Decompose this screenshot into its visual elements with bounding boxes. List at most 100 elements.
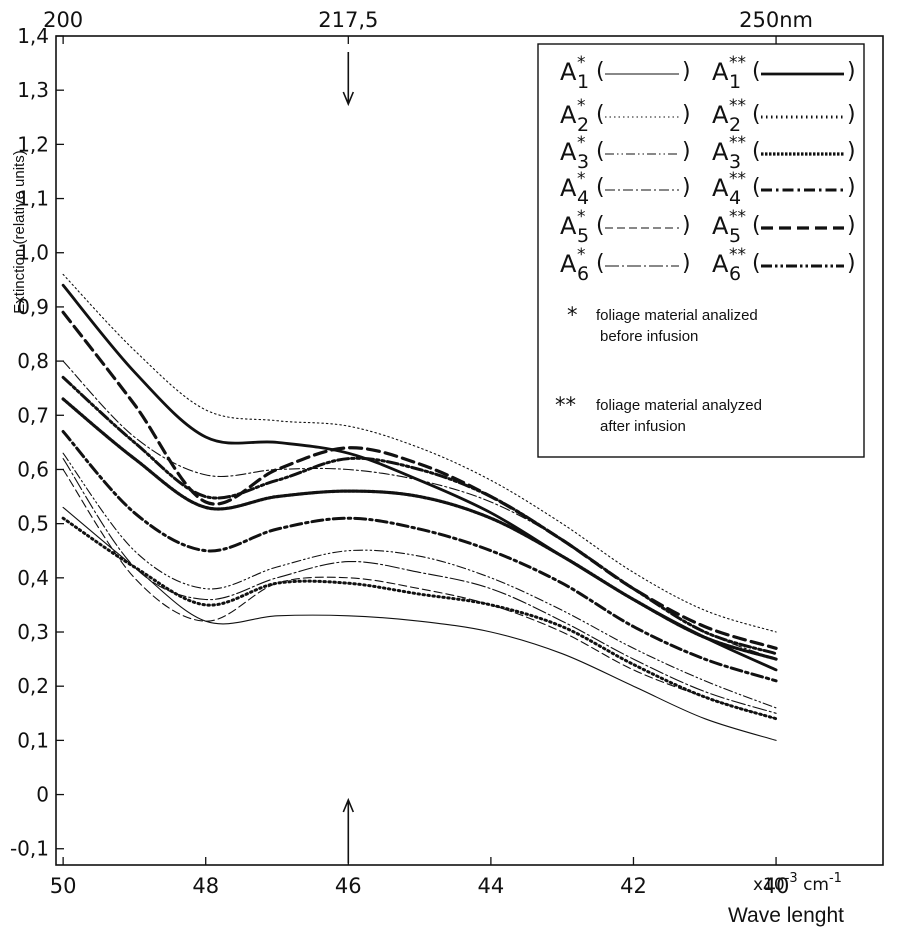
legend-open-paren: ( xyxy=(752,102,761,127)
series-line-Ass4 xyxy=(61,430,778,683)
top-axis-label: 200 xyxy=(43,8,83,32)
legend-entry-As5: A *5 () xyxy=(560,207,691,247)
legend-close-paren: ) xyxy=(847,175,856,200)
y-tick-label: 1,4 xyxy=(17,24,49,48)
legend-symbol: A xyxy=(560,58,577,86)
legend-close-paren: ) xyxy=(682,102,691,127)
legend-note-text: before infusion xyxy=(600,328,698,345)
axis-ticks: -0,1 0 0,1 0,2 0,3 0,4 0,5 0,6 0,7 0,8 0,9 1,0 1,1 1,… xyxy=(10,8,813,898)
legend-entry-As1: A *1 () xyxy=(560,53,691,93)
x-axis-label: Wave lenght xyxy=(728,904,844,927)
top-axis-label: 217,5 xyxy=(318,8,378,32)
y-tick-label: 1,1 xyxy=(17,187,49,211)
legend-superscript: * xyxy=(577,169,586,189)
y-tick-label: 0,7 xyxy=(17,403,49,427)
legend-subscript: 6 xyxy=(729,263,741,285)
legend-entry-Ass4: A **4 () xyxy=(712,169,856,209)
legend-open-paren: ( xyxy=(596,213,605,238)
series-line-As5 xyxy=(62,468,777,720)
y-tick-label: 0,3 xyxy=(17,620,49,644)
plot-frame xyxy=(55,35,884,866)
legend-box xyxy=(537,43,865,458)
legend-open-paren: ( xyxy=(752,59,761,84)
y-tick-label: 0,1 xyxy=(17,728,49,752)
series-line-Ass3 xyxy=(61,397,778,661)
y-tick-label: 0,5 xyxy=(17,512,49,536)
legend-superscript: * xyxy=(577,245,586,265)
legend-subscript: 6 xyxy=(577,263,589,285)
legend-close-paren: ) xyxy=(847,213,856,238)
legend-open-paren: ( xyxy=(752,175,761,200)
legend-symbol: A xyxy=(560,174,577,202)
legend-note-marker: * xyxy=(567,303,578,327)
legend-close-paren: ) xyxy=(682,139,691,164)
legend-open-paren: ( xyxy=(596,139,605,164)
bottom-arrow-head xyxy=(342,797,355,813)
legend-superscript: ** xyxy=(729,96,746,116)
legend-superscript: * xyxy=(577,96,586,116)
legend-entry-Ass5: A **5 () xyxy=(712,207,856,247)
legend-symbol: A xyxy=(560,250,577,278)
x-tick-label: 50 xyxy=(50,874,77,898)
legend-entry-As2: A *2 () xyxy=(560,96,691,136)
legend-open-paren: ( xyxy=(596,59,605,84)
y-tick-label: 0 xyxy=(36,783,49,807)
legend-subscript: 1 xyxy=(729,71,741,93)
y-tick-label: 0,4 xyxy=(17,566,49,590)
legend-entry-Ass2: A **2 () xyxy=(712,96,856,136)
legend-close-paren: ) xyxy=(682,213,691,238)
legend-symbol: A xyxy=(560,101,577,129)
series-line-Ass2 xyxy=(61,516,778,721)
legend-close-paren: ) xyxy=(682,251,691,276)
top-arrow-head xyxy=(342,91,355,107)
y-tick-label: 0,2 xyxy=(17,674,49,698)
legend-superscript: ** xyxy=(729,53,746,73)
series-line-As6 xyxy=(62,458,777,714)
legend-note: ** foliage material analyzed after infusio… xyxy=(555,393,762,435)
legend-entry-Ass3: A **3 () xyxy=(712,133,856,173)
y-tick-label: 1,2 xyxy=(17,132,49,156)
legend-superscript: ** xyxy=(729,207,746,227)
legend-entry-Ass1: A **1 () xyxy=(712,53,856,93)
x-tick-label: 48 xyxy=(192,874,219,898)
legend-symbol: A xyxy=(560,212,577,240)
legend-symbol: A xyxy=(712,138,729,166)
legend-subscript: 2 xyxy=(729,114,741,136)
legend-open-paren: ( xyxy=(596,251,605,276)
x-tick-label: 42 xyxy=(620,874,647,898)
marker-arrows xyxy=(342,52,355,863)
legend-open-paren: ( xyxy=(752,139,761,164)
legend-subscript: 1 xyxy=(577,71,589,93)
x-tick-label: 40 xyxy=(763,874,790,898)
legend-superscript: * xyxy=(577,53,586,73)
series-line-As3 xyxy=(62,452,777,709)
series-line-As2 xyxy=(62,273,777,633)
legend-symbol: A xyxy=(712,174,729,202)
legend-entry-As3: A *3 () xyxy=(560,133,691,173)
legend-subscript: 3 xyxy=(577,151,589,173)
legend-close-paren: ) xyxy=(682,175,691,200)
legend-superscript: * xyxy=(577,133,586,153)
legend-subscript: 3 xyxy=(729,151,741,173)
legend-entry-As4: A *4 () xyxy=(560,169,691,209)
legend-close-paren: ) xyxy=(847,139,856,164)
y-tick-label: 0,8 xyxy=(17,349,49,373)
legend-subscript: 5 xyxy=(729,225,741,247)
legend-open-paren: ( xyxy=(752,251,761,276)
legend-symbol: A xyxy=(712,212,729,240)
legend-close-paren: ) xyxy=(847,102,856,127)
legend-entry-As6: A *6 () xyxy=(560,245,691,285)
series-line-Ass6 xyxy=(61,375,778,656)
legend-symbol: A xyxy=(712,101,729,129)
legend: A *1()A *2()A *3()A *4()A *5()A *6()A **1()A **2… xyxy=(537,43,865,458)
legend-superscript: ** xyxy=(729,133,746,153)
legend-close-paren: ) xyxy=(847,59,856,84)
legend-note-text: after infusion xyxy=(600,418,686,435)
legend-note-marker: ** xyxy=(555,393,576,417)
legend-symbol: A xyxy=(560,138,577,166)
x-tick-label: 46 xyxy=(335,874,362,898)
y-tick-label: -0,1 xyxy=(10,837,49,861)
legend-subscript: 5 xyxy=(577,225,589,247)
series-layer xyxy=(61,273,778,741)
